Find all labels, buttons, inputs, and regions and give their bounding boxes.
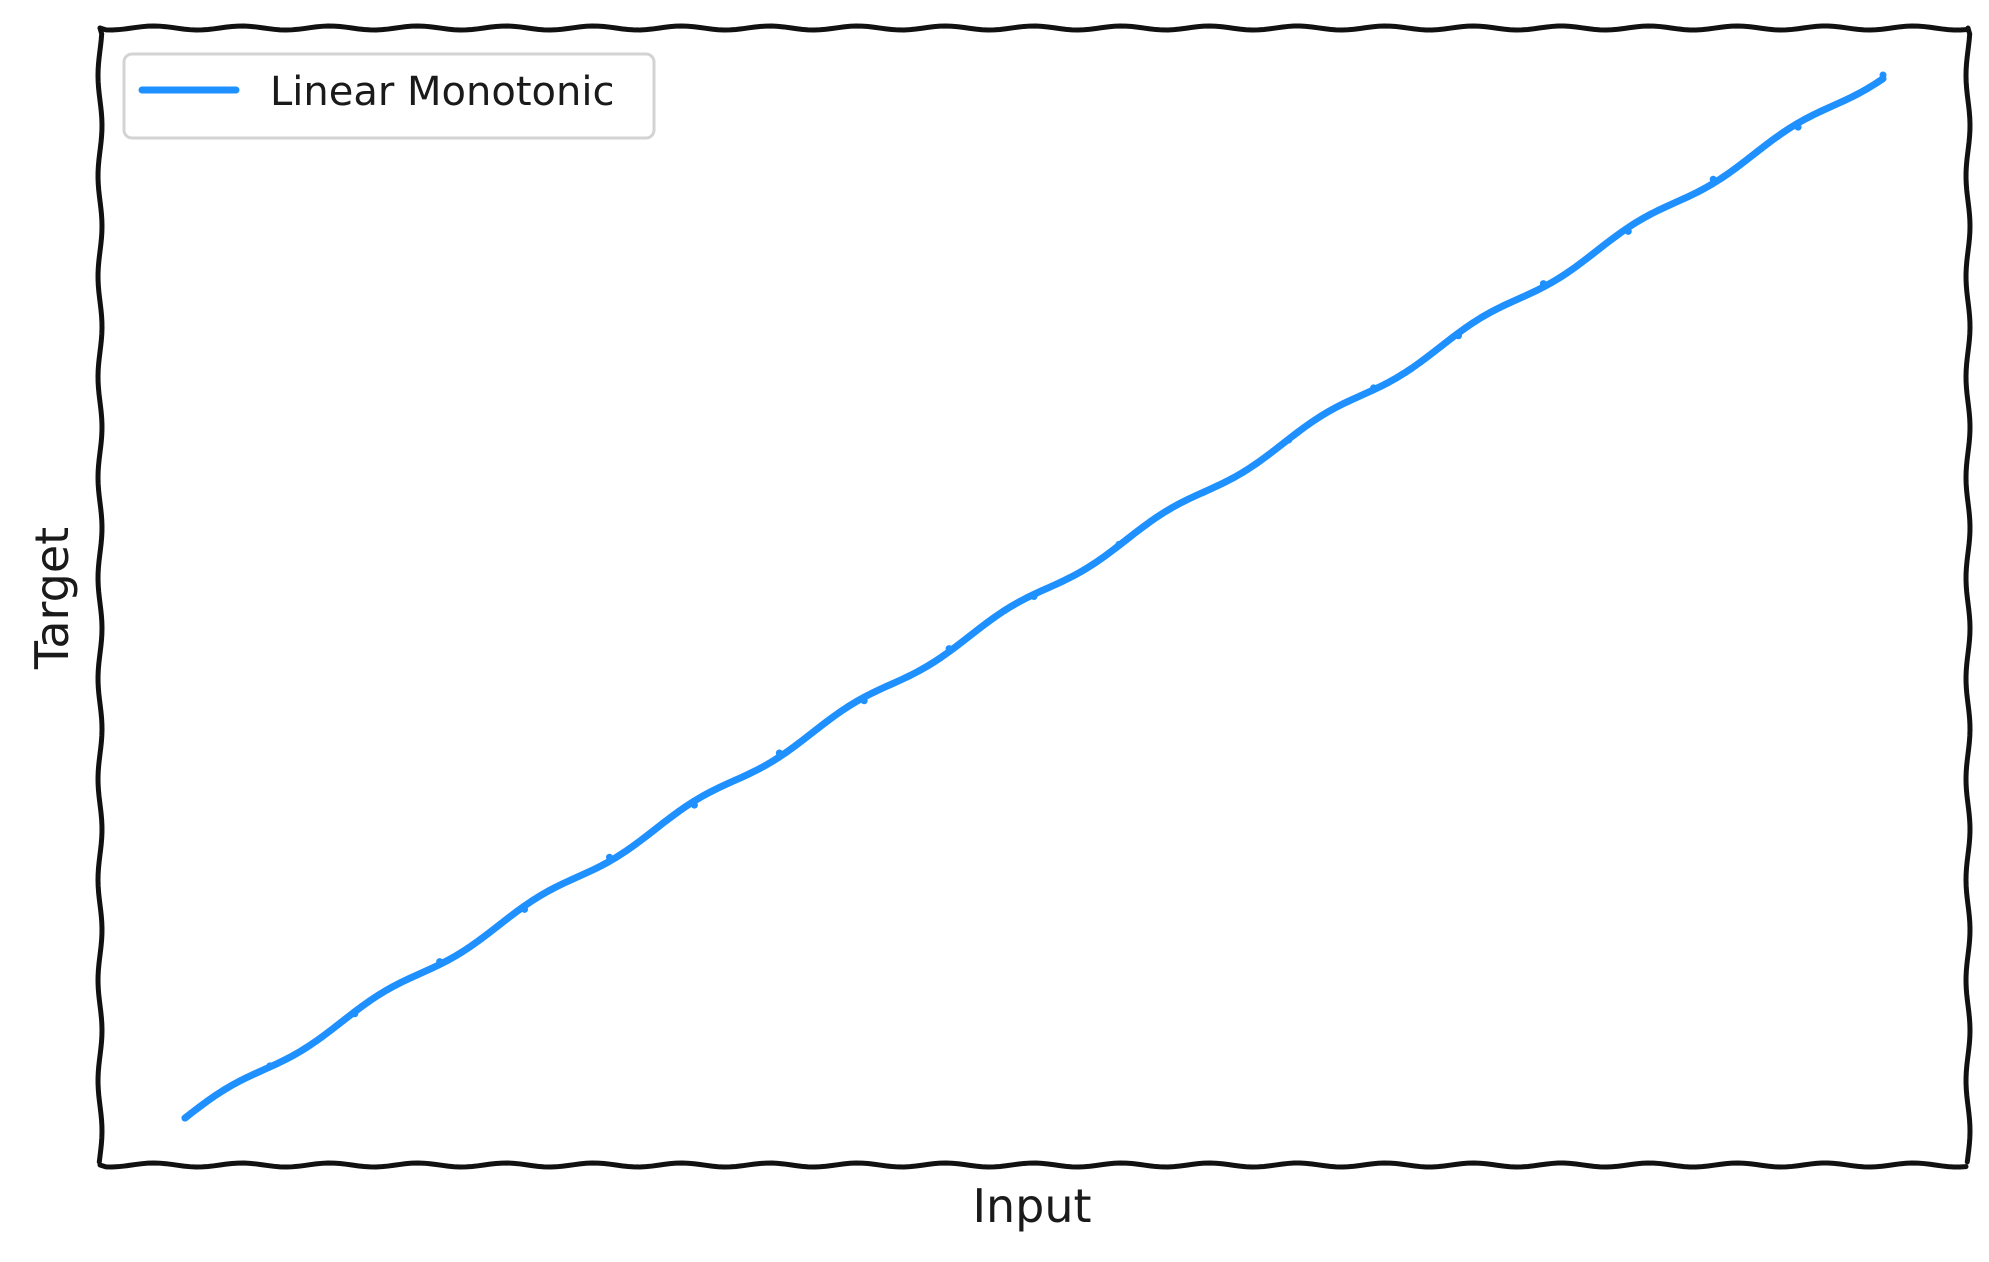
data-point xyxy=(1200,488,1208,496)
frame-left xyxy=(95,25,105,1165)
data-point xyxy=(1624,227,1632,235)
data-point xyxy=(1794,123,1802,131)
data-point xyxy=(266,1062,274,1070)
data-point xyxy=(1455,332,1462,340)
data-point xyxy=(1879,71,1887,79)
data-point xyxy=(1115,540,1123,548)
legend-label: Linear Monotonic xyxy=(270,69,614,115)
data-point xyxy=(1539,280,1547,288)
data-point xyxy=(1030,593,1038,600)
data-point xyxy=(351,1010,359,1018)
legend: Linear Monotonic xyxy=(122,52,656,140)
data-point xyxy=(606,853,613,861)
data-point xyxy=(1370,384,1378,392)
y-axis-label: Target xyxy=(25,527,79,670)
plot-frame xyxy=(95,23,1973,1170)
series-layer xyxy=(181,71,1887,1122)
data-point xyxy=(1709,175,1717,183)
data-point xyxy=(521,905,529,913)
data-point xyxy=(436,958,444,966)
data-point xyxy=(775,749,783,757)
frame-right xyxy=(1963,25,1973,1165)
frame-top xyxy=(97,23,1969,33)
data-point xyxy=(945,645,953,653)
frame-bottom xyxy=(97,1160,1969,1170)
data-point xyxy=(1285,436,1293,444)
data-point xyxy=(181,1114,189,1122)
data-point xyxy=(690,801,698,809)
x-axis-label: Input xyxy=(972,1179,1091,1233)
data-point xyxy=(860,697,868,705)
legend-box xyxy=(122,52,656,140)
